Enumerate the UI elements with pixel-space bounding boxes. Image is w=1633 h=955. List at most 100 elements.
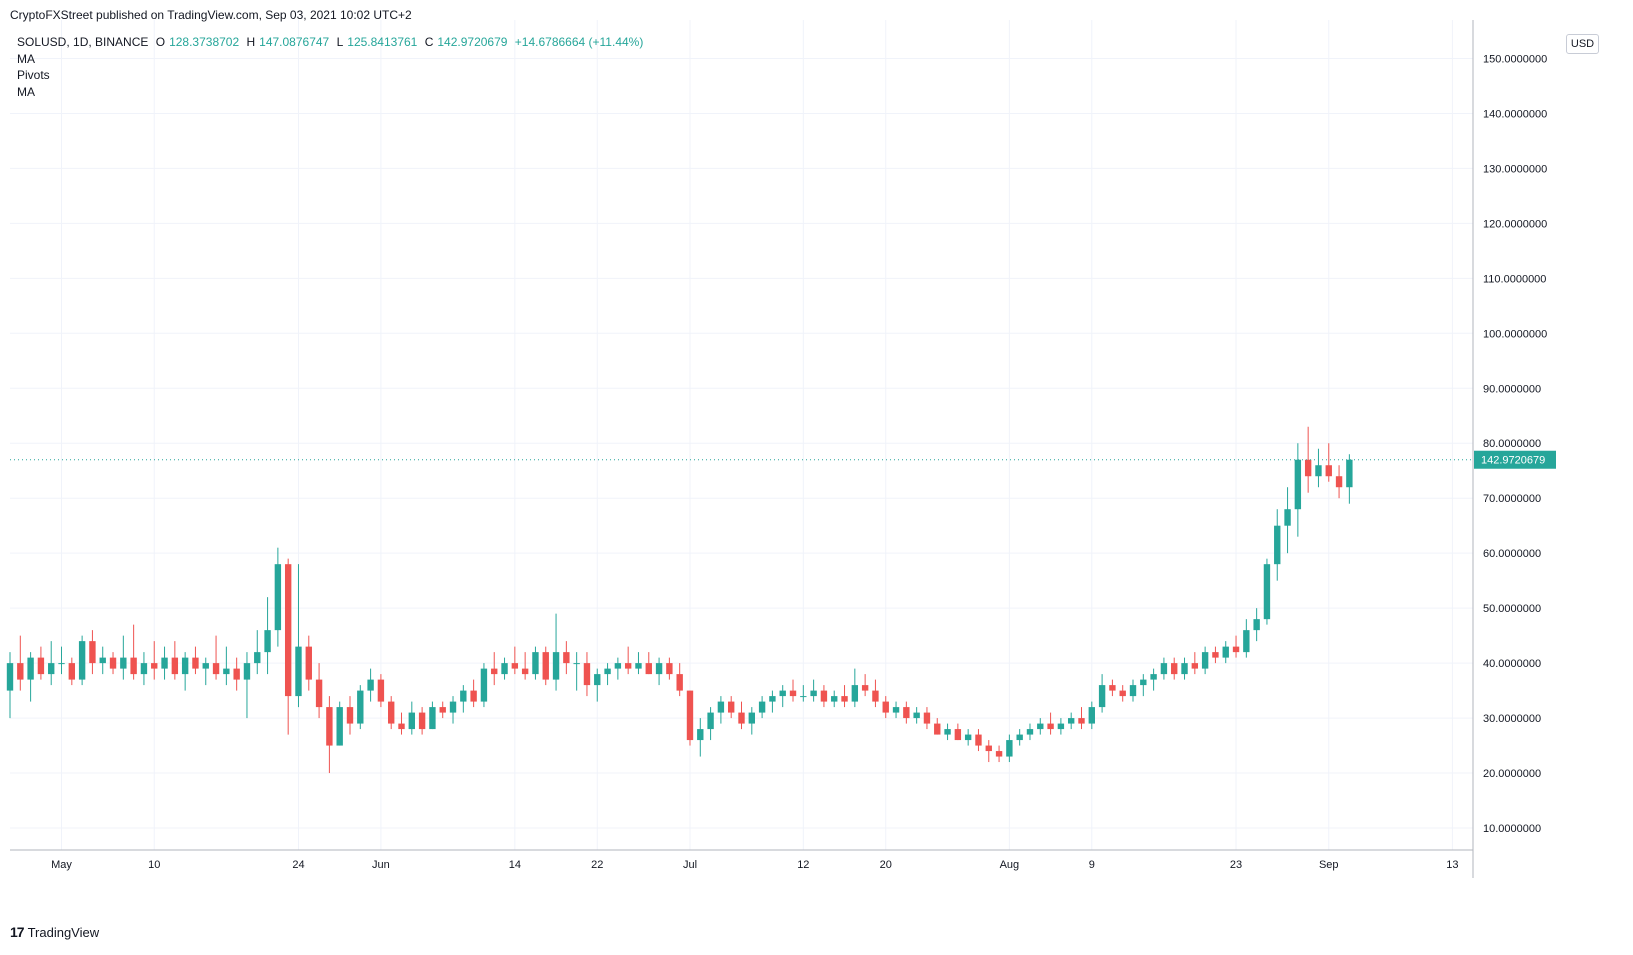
x-tick-label: 10 xyxy=(148,859,160,871)
candle xyxy=(1212,646,1219,664)
candle-body xyxy=(1067,718,1075,724)
candle-body xyxy=(1253,619,1260,631)
candle xyxy=(1222,641,1229,664)
candle xyxy=(439,701,446,719)
indicator-ma-2[interactable]: MA xyxy=(17,84,35,99)
candle-body xyxy=(944,729,951,735)
candle xyxy=(17,635,24,691)
candle xyxy=(1047,712,1054,735)
tradingview-logo-icon: 17 xyxy=(10,924,25,940)
candle xyxy=(388,696,395,730)
candle-body xyxy=(1212,652,1219,658)
x-tick-label: 13 xyxy=(1446,859,1458,871)
ohlc-high-label: H xyxy=(246,35,256,49)
candle xyxy=(37,646,45,680)
candle-body xyxy=(120,657,127,669)
candle-body xyxy=(707,712,714,730)
x-tick-label: Jul xyxy=(683,859,697,871)
currency-button[interactable]: USD xyxy=(1566,34,1599,54)
candle-body xyxy=(151,663,158,669)
candle-body xyxy=(58,663,65,665)
candle xyxy=(1294,443,1302,537)
candle-body xyxy=(1335,476,1343,488)
candle xyxy=(521,652,529,680)
candle xyxy=(130,624,137,680)
ohlc-close: 142.9720679 xyxy=(437,35,508,49)
candle xyxy=(923,707,931,730)
candle xyxy=(284,558,292,735)
candle-body xyxy=(831,696,838,702)
candle xyxy=(1098,674,1106,713)
candle-body xyxy=(552,652,560,680)
candle-body xyxy=(243,663,251,680)
tradingview-logo[interactable]: 17 TradingView xyxy=(10,924,99,940)
candle-body xyxy=(995,751,1003,757)
candle-body xyxy=(934,723,941,735)
ohlc-open: 128.3738702 xyxy=(169,35,240,49)
candle-body xyxy=(449,701,457,713)
candle xyxy=(954,723,962,741)
candle xyxy=(532,646,539,680)
x-tick-label: 20 xyxy=(880,859,892,871)
candle-body xyxy=(923,712,931,724)
candle xyxy=(645,652,652,675)
candle xyxy=(171,641,179,680)
tradingview-brand: TradingView xyxy=(27,924,100,940)
candle xyxy=(315,663,323,719)
candle-body xyxy=(738,712,745,724)
indicator-pivots[interactable]: Pivots xyxy=(17,68,50,82)
candle xyxy=(707,707,714,741)
candle xyxy=(975,729,982,752)
candle xyxy=(1263,558,1271,625)
candle-body xyxy=(975,734,982,746)
indicator-ma-1[interactable]: MA xyxy=(17,51,35,66)
candle-body xyxy=(1016,734,1023,741)
candle-body xyxy=(388,701,395,724)
candle-body xyxy=(326,707,333,746)
candle-body xyxy=(800,696,807,698)
candle xyxy=(892,701,900,719)
candle xyxy=(99,646,106,675)
candle xyxy=(1140,674,1147,697)
candle xyxy=(934,718,941,735)
candle xyxy=(6,652,14,719)
x-tick-label: Sep xyxy=(1319,859,1339,871)
candle-body xyxy=(521,668,529,675)
x-tick-label: May xyxy=(51,859,72,871)
candle-body xyxy=(1304,459,1312,477)
candle-body xyxy=(903,707,910,719)
candle-body xyxy=(192,657,199,669)
candle xyxy=(1201,646,1209,675)
candle xyxy=(903,701,910,724)
candle xyxy=(336,701,343,746)
candle xyxy=(1026,723,1034,741)
candle xyxy=(748,707,755,735)
candle-body xyxy=(1201,652,1209,669)
candle-body xyxy=(1222,646,1229,658)
candle-body xyxy=(223,668,230,675)
candle-body xyxy=(645,663,652,675)
candle xyxy=(1181,657,1188,680)
x-tick-label: Jun xyxy=(372,859,390,871)
candle xyxy=(1325,443,1332,482)
candle xyxy=(120,635,127,680)
candle-body xyxy=(604,668,611,675)
candle-body xyxy=(181,657,189,675)
candle xyxy=(109,652,117,675)
candle xyxy=(233,657,240,691)
candle xyxy=(27,652,34,702)
candle-body xyxy=(1140,679,1147,686)
candle-body xyxy=(861,685,869,691)
candle xyxy=(1088,701,1095,730)
candle xyxy=(58,646,65,675)
candle xyxy=(769,690,776,713)
candle-body xyxy=(398,723,405,730)
candle xyxy=(563,641,570,675)
candle-body xyxy=(1284,509,1291,526)
candle xyxy=(1335,465,1343,499)
symbol-label[interactable]: SOLUSD, 1D, BINANCE xyxy=(17,35,149,49)
candle xyxy=(861,674,869,697)
last-price-text: 142.9720679 xyxy=(1481,455,1545,467)
